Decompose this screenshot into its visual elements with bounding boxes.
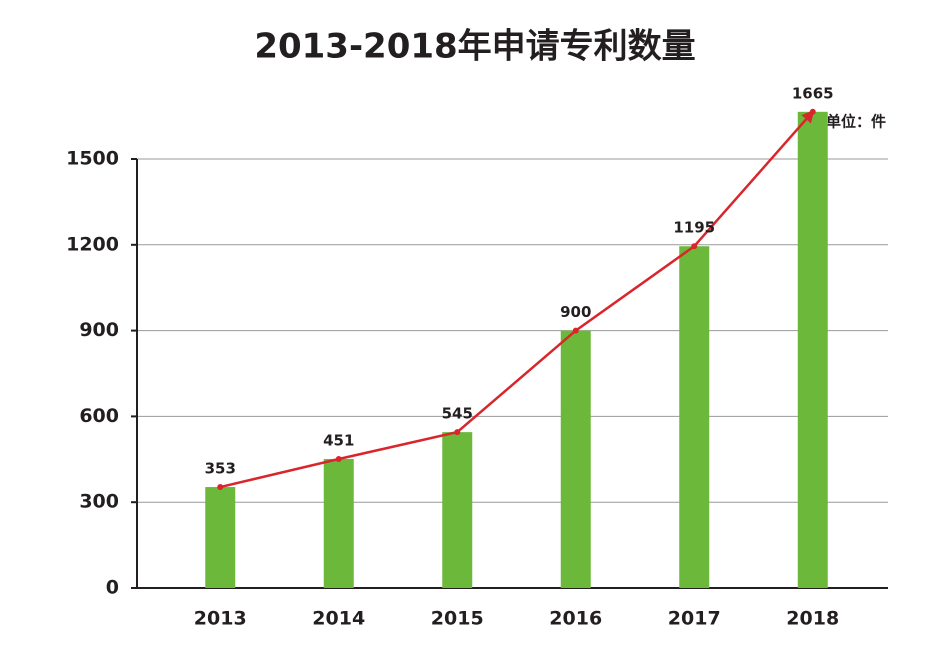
x-tick-label: 2014 (312, 608, 365, 630)
x-tick-label: 2016 (549, 608, 602, 630)
bar (205, 487, 236, 588)
y-tick-label: 600 (79, 405, 119, 427)
trend-point (809, 108, 816, 115)
y-tick-label: 300 (79, 491, 119, 513)
x-tick-label: 2017 (668, 608, 721, 630)
value-label: 1195 (673, 219, 715, 237)
bar (797, 111, 828, 588)
y-tick-label: 0 (106, 577, 119, 599)
bar (323, 459, 354, 588)
trend-point (335, 456, 342, 463)
trend-point (691, 243, 698, 250)
y-tick-label: 900 (79, 319, 119, 341)
trend-point (217, 484, 224, 491)
y-tick-label: 1200 (66, 233, 119, 255)
chart-title: 2013-2018年申请专利数量 (254, 27, 695, 67)
bar (560, 330, 591, 588)
x-tick-label: 2013 (194, 608, 247, 630)
trend-point (454, 429, 461, 436)
value-label: 353 (205, 460, 236, 478)
x-tick-label: 2018 (786, 608, 839, 630)
unit-label: 单位：件 (826, 113, 886, 131)
y-tick-label: 1500 (66, 148, 119, 170)
value-label: 545 (442, 405, 473, 423)
value-label: 451 (323, 432, 354, 450)
trend-line (219, 109, 815, 489)
bar (679, 246, 710, 589)
value-label: 1665 (792, 84, 834, 102)
value-label: 900 (560, 303, 591, 321)
bar (442, 432, 473, 588)
trend-point (572, 327, 579, 334)
x-tick-label: 2015 (431, 608, 484, 630)
